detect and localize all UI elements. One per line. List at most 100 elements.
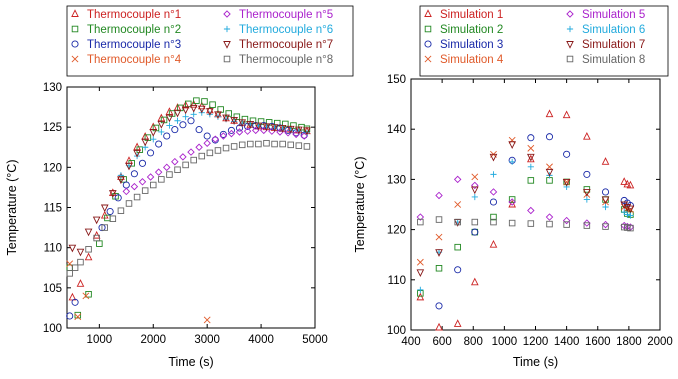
data-point (181, 106, 190, 115)
data-point (417, 286, 424, 293)
data-point (209, 101, 216, 108)
data-point (241, 115, 249, 123)
data-point (174, 166, 181, 173)
legend-entry: Simulation 4 (440, 54, 504, 66)
data-point (453, 175, 462, 184)
data-point (96, 240, 103, 247)
data-point (254, 122, 263, 131)
data-point (227, 126, 235, 134)
data-point (85, 291, 92, 298)
data-point (211, 135, 219, 143)
data-point (157, 121, 166, 129)
data-point (454, 243, 461, 251)
data-point (230, 116, 238, 125)
data-point (141, 138, 150, 147)
data-point (206, 149, 214, 157)
series-simulation-5 (416, 175, 635, 231)
data-point (203, 139, 211, 147)
data-point (85, 246, 92, 253)
data-point (222, 144, 230, 152)
legend-marker (223, 25, 231, 33)
data-point (508, 198, 516, 206)
data-point (171, 157, 179, 166)
legend-marker (71, 55, 79, 63)
data-point (84, 228, 93, 237)
data-point (251, 126, 260, 135)
legend-marker (71, 40, 79, 48)
legend-entry: Thermocouple n°4 (87, 54, 182, 66)
data-point (66, 270, 73, 277)
x-tick-label: 1200 (523, 336, 549, 348)
x-tick-label: 400 (401, 336, 420, 348)
data-point (490, 213, 497, 221)
data-point (583, 132, 591, 140)
series-simulation-1 (416, 109, 635, 331)
data-point (158, 176, 165, 183)
data-point (68, 292, 77, 301)
data-point (279, 140, 286, 148)
data-point (263, 139, 270, 147)
data-point (189, 99, 198, 108)
data-point (453, 319, 462, 327)
data-point (601, 157, 610, 165)
legend-marker (223, 41, 231, 49)
data-point (246, 121, 255, 129)
data-point (294, 126, 303, 135)
data-point (471, 193, 478, 201)
data-point (100, 204, 109, 213)
data-point (197, 105, 206, 114)
data-point (271, 140, 278, 148)
y-tick-label: 130 (43, 82, 62, 94)
data-point (219, 132, 228, 140)
legend-entry: Simulation 3 (440, 39, 503, 51)
data-point (76, 279, 85, 287)
legend-marker (424, 55, 432, 63)
data-point (155, 140, 163, 148)
y-axis-label: Temperature (°C) (5, 160, 19, 256)
data-point (230, 143, 238, 150)
legend-marker (566, 55, 574, 63)
data-point (435, 249, 443, 257)
data-point (195, 143, 203, 151)
data-point (626, 205, 635, 214)
data-point (508, 219, 516, 227)
data-point (563, 150, 571, 158)
data-point (195, 126, 203, 134)
data-point (74, 313, 82, 321)
data-point (203, 316, 211, 324)
data-point (222, 114, 230, 123)
data-point (416, 292, 425, 301)
y-tick-label: 120 (387, 225, 406, 237)
x-tick-label: 2000 (140, 334, 166, 346)
legend-entry: Thermocouple n°1 (87, 9, 181, 21)
data-point (626, 180, 635, 189)
x-axis-label: Time (s) (168, 355, 213, 369)
data-point (470, 277, 479, 286)
data-point (626, 201, 634, 210)
legend-box (419, 5, 669, 77)
data-point (235, 124, 244, 132)
x-tick-label: 1000 (87, 334, 113, 346)
data-point (545, 213, 554, 221)
data-point (471, 228, 479, 236)
data-point (158, 128, 165, 136)
series-simulation-8 (417, 216, 634, 232)
y-axis-label: Temperature (°C) (353, 157, 367, 253)
data-point (627, 212, 634, 219)
data-point (125, 162, 133, 171)
data-point (136, 146, 144, 153)
x-tick-label: 1000 (492, 336, 518, 348)
chart-right-simulations: Simulation 1 Simulation 2 Simulation 3 Simu… (353, 5, 673, 369)
x-tick-label: 1800 (616, 336, 642, 348)
data-point (509, 158, 516, 165)
data-point (243, 127, 252, 135)
data-point (238, 141, 246, 149)
data-point (435, 265, 443, 272)
data-point (508, 196, 516, 203)
data-point (197, 101, 206, 110)
data-point (435, 216, 443, 223)
data-point (454, 201, 462, 208)
legend-entry: Thermocouple n°3 (87, 39, 181, 51)
data-point (101, 224, 108, 231)
data-point (303, 127, 311, 136)
